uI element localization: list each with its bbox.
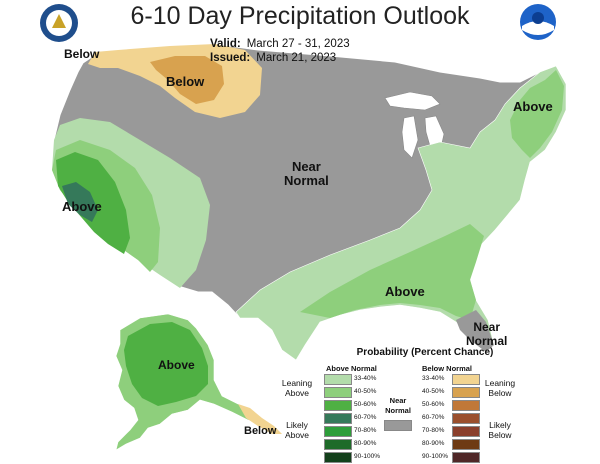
legend-below-swatch: [452, 374, 480, 385]
florida-near-normal-area: [456, 310, 494, 352]
valid-label: Valid:: [210, 38, 241, 50]
leaning-above-word-2: Above: [284, 388, 310, 398]
leaning-above-word-1: Leaning: [281, 378, 313, 388]
legend-above-swatch: [324, 374, 352, 385]
legend-near-normal-swatch: [384, 420, 412, 431]
likely-below-word-1: Likely: [489, 420, 511, 430]
map-label-below-nw: Below: [64, 47, 100, 61]
legend-below-swatch: [452, 426, 480, 437]
page-title: 6-10 Day Precipitation Outlook: [130, 2, 470, 30]
map-label-above-se: Above: [385, 284, 425, 299]
near-center-word-1: Near: [291, 159, 321, 174]
legend-leaning-above: Leaning Above: [274, 378, 320, 398]
doc-seal-logo: [40, 4, 78, 42]
legend-below-swatch: [452, 452, 480, 463]
map-label-near-fl: Near Normal: [466, 320, 507, 348]
legend-leaning-below: Leaning Below: [478, 378, 522, 398]
legend-above-header: Above Normal: [326, 364, 377, 373]
likely-above-word-1: Likely: [286, 420, 308, 430]
se-above-40-50-area: [300, 224, 484, 320]
near-fl-word-2: Normal: [466, 334, 508, 348]
ne-above-40-50-area: [510, 70, 564, 158]
legend-below-bin-label: 60-70%: [422, 414, 445, 421]
legend-above-swatch: [324, 387, 352, 398]
map-label-below-north: Below: [166, 74, 205, 89]
near-normal-word-1: Near: [389, 396, 407, 405]
alaska-above-50-60-area: [124, 322, 208, 406]
near-normal-word-2: Normal: [385, 406, 411, 415]
map-label-above-ca: Above: [62, 199, 102, 214]
legend-above-swatch: [324, 452, 352, 463]
legend-below-bin-label: 80-90%: [422, 440, 445, 447]
leaning-below-word-1: Leaning: [484, 378, 516, 388]
legend-above-swatch: [324, 439, 352, 450]
valid-line: Valid: March 27 - 31, 2023: [210, 38, 350, 50]
legend-below-bin-label: 70-80%: [422, 427, 445, 434]
issued-date: March 21, 2023: [256, 52, 337, 64]
map-label-near-center: Near Normal: [284, 160, 329, 188]
legend-below-swatch: [452, 413, 480, 424]
legend-above-swatch: [324, 400, 352, 411]
north-below-40-50-area: [150, 56, 224, 104]
legend-below-swatch: [452, 387, 480, 398]
leaning-below-word-2: Below: [488, 388, 512, 398]
issued-label: Issued:: [210, 52, 251, 64]
noaa-logo: [520, 4, 556, 40]
alaska-below-area: [238, 404, 282, 434]
legend-above-bin-label: 33-40%: [354, 375, 377, 382]
legend-above-bin-label: 90-100%: [354, 453, 381, 460]
legend-above-swatch: [324, 426, 352, 437]
legend-above-bin-label: 60-70%: [354, 414, 377, 421]
legend-above-bin-label: 70-80%: [354, 427, 377, 434]
legend-above-bin-label: 80-90%: [354, 440, 377, 447]
legend-below-header: Below Normal: [422, 364, 473, 373]
near-center-word-2: Normal: [284, 173, 329, 188]
legend-below-bin-label: 50-60%: [422, 401, 445, 408]
map-label-above-ne: Above: [513, 99, 553, 114]
likely-above-word-2: Above: [284, 430, 310, 440]
west-above-60-70-area: [62, 182, 98, 222]
valid-dates: March 27 - 31, 2023: [246, 38, 350, 50]
issued-line: Issued: March 21, 2023: [210, 52, 336, 64]
legend-likely-below: Likely Below: [478, 420, 522, 440]
near-fl-word-1: Near: [473, 320, 501, 334]
map-label-below-ak: Below: [244, 425, 277, 437]
legend-near-normal-label: Near Normal: [380, 396, 416, 416]
legend-above-bin-label: 40-50%: [354, 388, 377, 395]
map-label-above-ak: Above: [158, 358, 195, 372]
legend-above-swatch: [324, 413, 352, 424]
legend-below-bin-label: 33-40%: [422, 375, 445, 382]
legend-likely-above: Likely Above: [274, 420, 320, 440]
legend-below-swatch: [452, 439, 480, 450]
legend-below-swatch: [452, 400, 480, 411]
legend-title: Probability (Percent Chance): [356, 347, 494, 358]
legend-above-bin-label: 50-60%: [354, 401, 377, 408]
likely-below-word-2: Below: [488, 430, 512, 440]
legend-below-bin-label: 90-100%: [422, 453, 449, 460]
legend-below-bin-label: 40-50%: [422, 388, 445, 395]
